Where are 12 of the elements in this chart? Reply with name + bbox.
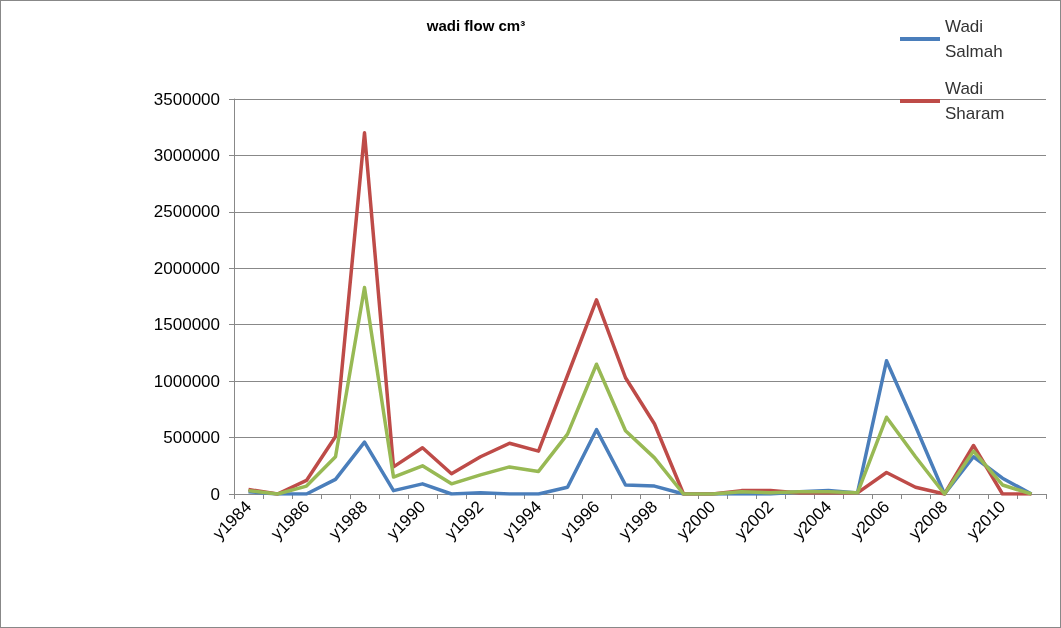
legend-label: Wadi Salmah xyxy=(945,17,1003,61)
y-tick-label: 1500000 xyxy=(153,315,220,335)
y-tick-label: 3000000 xyxy=(153,145,220,165)
y-tick-label: 3500000 xyxy=(153,89,220,109)
y-tick-label: 2000000 xyxy=(153,258,220,278)
y-tick-label: 0 xyxy=(210,484,220,504)
line-series xyxy=(246,285,1034,496)
y-tick-label: 1000000 xyxy=(153,371,220,391)
y-tick-label: 2500000 xyxy=(153,202,220,222)
chart-title: wadi flow cm³ xyxy=(425,17,526,34)
y-tick-label: 500000 xyxy=(163,428,220,448)
legend-label: Wadi Sharam xyxy=(945,79,1005,123)
